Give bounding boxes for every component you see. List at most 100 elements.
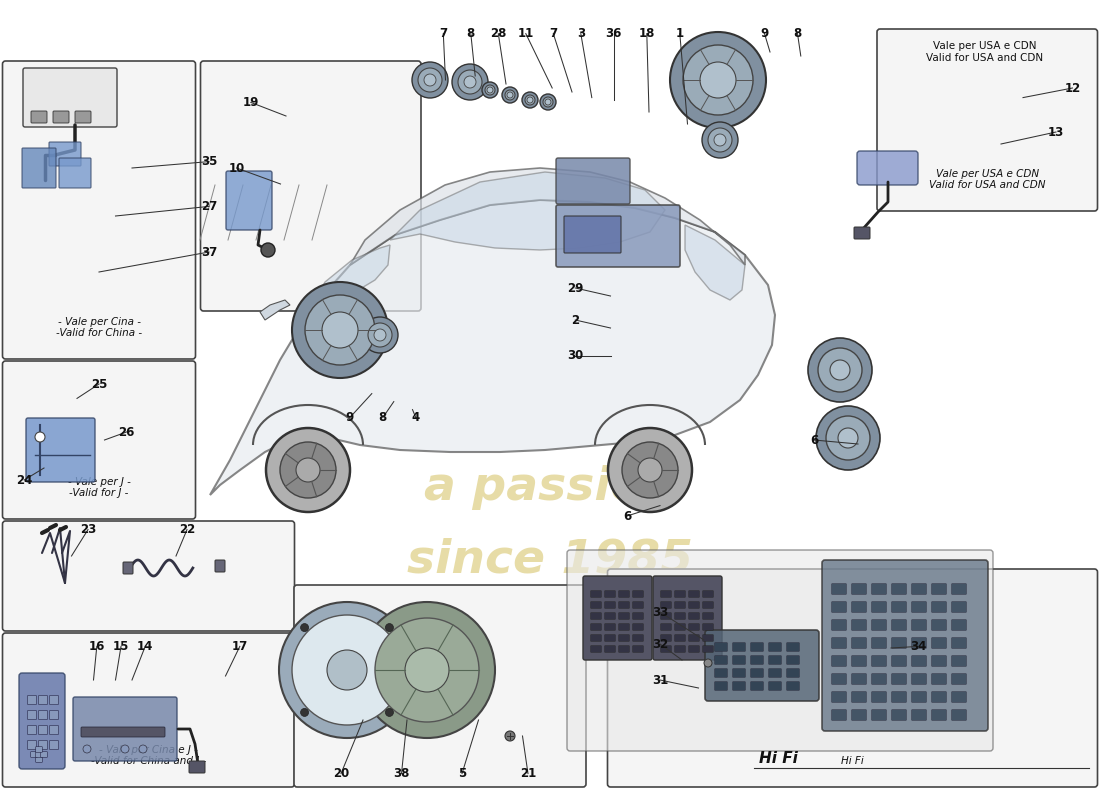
FancyBboxPatch shape — [50, 710, 58, 719]
Circle shape — [322, 312, 358, 348]
FancyBboxPatch shape — [832, 602, 846, 612]
FancyBboxPatch shape — [661, 634, 671, 642]
Text: 30: 30 — [568, 350, 583, 362]
Text: 8: 8 — [793, 27, 802, 40]
FancyBboxPatch shape — [632, 634, 644, 642]
Circle shape — [522, 92, 538, 108]
FancyBboxPatch shape — [689, 613, 700, 619]
FancyBboxPatch shape — [912, 692, 926, 702]
FancyBboxPatch shape — [832, 656, 846, 666]
Circle shape — [418, 68, 442, 92]
FancyBboxPatch shape — [618, 646, 629, 652]
FancyBboxPatch shape — [632, 602, 644, 608]
FancyBboxPatch shape — [661, 602, 671, 608]
FancyBboxPatch shape — [632, 624, 644, 630]
FancyBboxPatch shape — [871, 692, 887, 702]
FancyBboxPatch shape — [605, 602, 615, 608]
FancyBboxPatch shape — [81, 727, 165, 737]
FancyBboxPatch shape — [952, 710, 966, 720]
Text: 23: 23 — [80, 523, 96, 536]
Circle shape — [292, 615, 402, 725]
FancyBboxPatch shape — [31, 752, 37, 758]
FancyBboxPatch shape — [851, 638, 867, 648]
FancyBboxPatch shape — [35, 757, 42, 762]
FancyBboxPatch shape — [591, 624, 602, 630]
Circle shape — [296, 458, 320, 482]
FancyBboxPatch shape — [932, 674, 946, 684]
Text: 38: 38 — [394, 767, 409, 780]
FancyBboxPatch shape — [851, 710, 867, 720]
Circle shape — [505, 90, 515, 100]
Circle shape — [683, 45, 754, 115]
FancyBboxPatch shape — [871, 656, 887, 666]
FancyBboxPatch shape — [750, 642, 763, 651]
FancyBboxPatch shape — [769, 682, 781, 690]
Text: 13: 13 — [1048, 126, 1064, 138]
FancyBboxPatch shape — [912, 602, 926, 612]
FancyBboxPatch shape — [769, 656, 781, 664]
FancyBboxPatch shape — [750, 669, 763, 678]
Text: Hi Fi: Hi Fi — [759, 750, 797, 766]
FancyBboxPatch shape — [912, 638, 926, 648]
Circle shape — [452, 64, 488, 100]
FancyBboxPatch shape — [674, 624, 685, 630]
FancyBboxPatch shape — [892, 620, 906, 630]
FancyBboxPatch shape — [832, 710, 846, 720]
FancyBboxPatch shape — [23, 68, 117, 127]
Text: 10: 10 — [229, 162, 244, 174]
FancyBboxPatch shape — [832, 638, 846, 648]
Text: 32: 32 — [652, 638, 668, 650]
Circle shape — [505, 731, 515, 741]
FancyBboxPatch shape — [851, 674, 867, 684]
FancyBboxPatch shape — [715, 656, 727, 664]
FancyBboxPatch shape — [851, 602, 867, 612]
FancyBboxPatch shape — [556, 158, 630, 204]
FancyBboxPatch shape — [674, 590, 685, 598]
FancyBboxPatch shape — [605, 590, 615, 598]
Polygon shape — [390, 172, 666, 250]
Text: - Vale per Cina -
-Valid for China -: - Vale per Cina - -Valid for China - — [56, 317, 142, 338]
FancyBboxPatch shape — [832, 692, 846, 702]
Polygon shape — [210, 200, 776, 495]
Text: Vale per USA e CDN
Valid for USA and CDN: Vale per USA e CDN Valid for USA and CDN — [926, 41, 1043, 62]
Text: 16: 16 — [89, 640, 104, 653]
FancyBboxPatch shape — [932, 584, 946, 594]
Circle shape — [300, 623, 309, 631]
FancyBboxPatch shape — [932, 638, 946, 648]
Text: 18: 18 — [639, 27, 654, 40]
Circle shape — [82, 745, 91, 753]
FancyBboxPatch shape — [912, 584, 926, 594]
FancyBboxPatch shape — [750, 656, 763, 664]
FancyBboxPatch shape — [871, 674, 887, 684]
FancyBboxPatch shape — [566, 550, 993, 751]
FancyBboxPatch shape — [715, 682, 727, 690]
FancyBboxPatch shape — [50, 142, 81, 166]
Text: 22: 22 — [179, 523, 195, 536]
FancyBboxPatch shape — [294, 585, 586, 787]
FancyBboxPatch shape — [75, 111, 91, 123]
FancyBboxPatch shape — [556, 205, 680, 267]
FancyBboxPatch shape — [605, 613, 615, 619]
FancyBboxPatch shape — [28, 726, 36, 734]
FancyBboxPatch shape — [591, 602, 602, 608]
Text: Vale per USA e CDN
Valid for USA and CDN: Vale per USA e CDN Valid for USA and CDN — [930, 169, 1045, 190]
FancyBboxPatch shape — [857, 151, 918, 185]
Circle shape — [704, 659, 712, 667]
Text: 28: 28 — [491, 27, 506, 40]
Circle shape — [121, 745, 129, 753]
FancyBboxPatch shape — [892, 692, 906, 702]
Circle shape — [487, 87, 493, 93]
FancyBboxPatch shape — [786, 682, 800, 690]
Circle shape — [482, 82, 498, 98]
Circle shape — [327, 650, 367, 690]
FancyBboxPatch shape — [786, 669, 800, 678]
Circle shape — [826, 416, 870, 460]
FancyBboxPatch shape — [952, 674, 966, 684]
FancyBboxPatch shape — [661, 646, 671, 652]
FancyBboxPatch shape — [703, 634, 713, 642]
FancyBboxPatch shape — [703, 590, 713, 598]
FancyBboxPatch shape — [632, 646, 644, 652]
Circle shape — [816, 406, 880, 470]
Text: 15: 15 — [113, 640, 129, 653]
Circle shape — [818, 348, 862, 392]
